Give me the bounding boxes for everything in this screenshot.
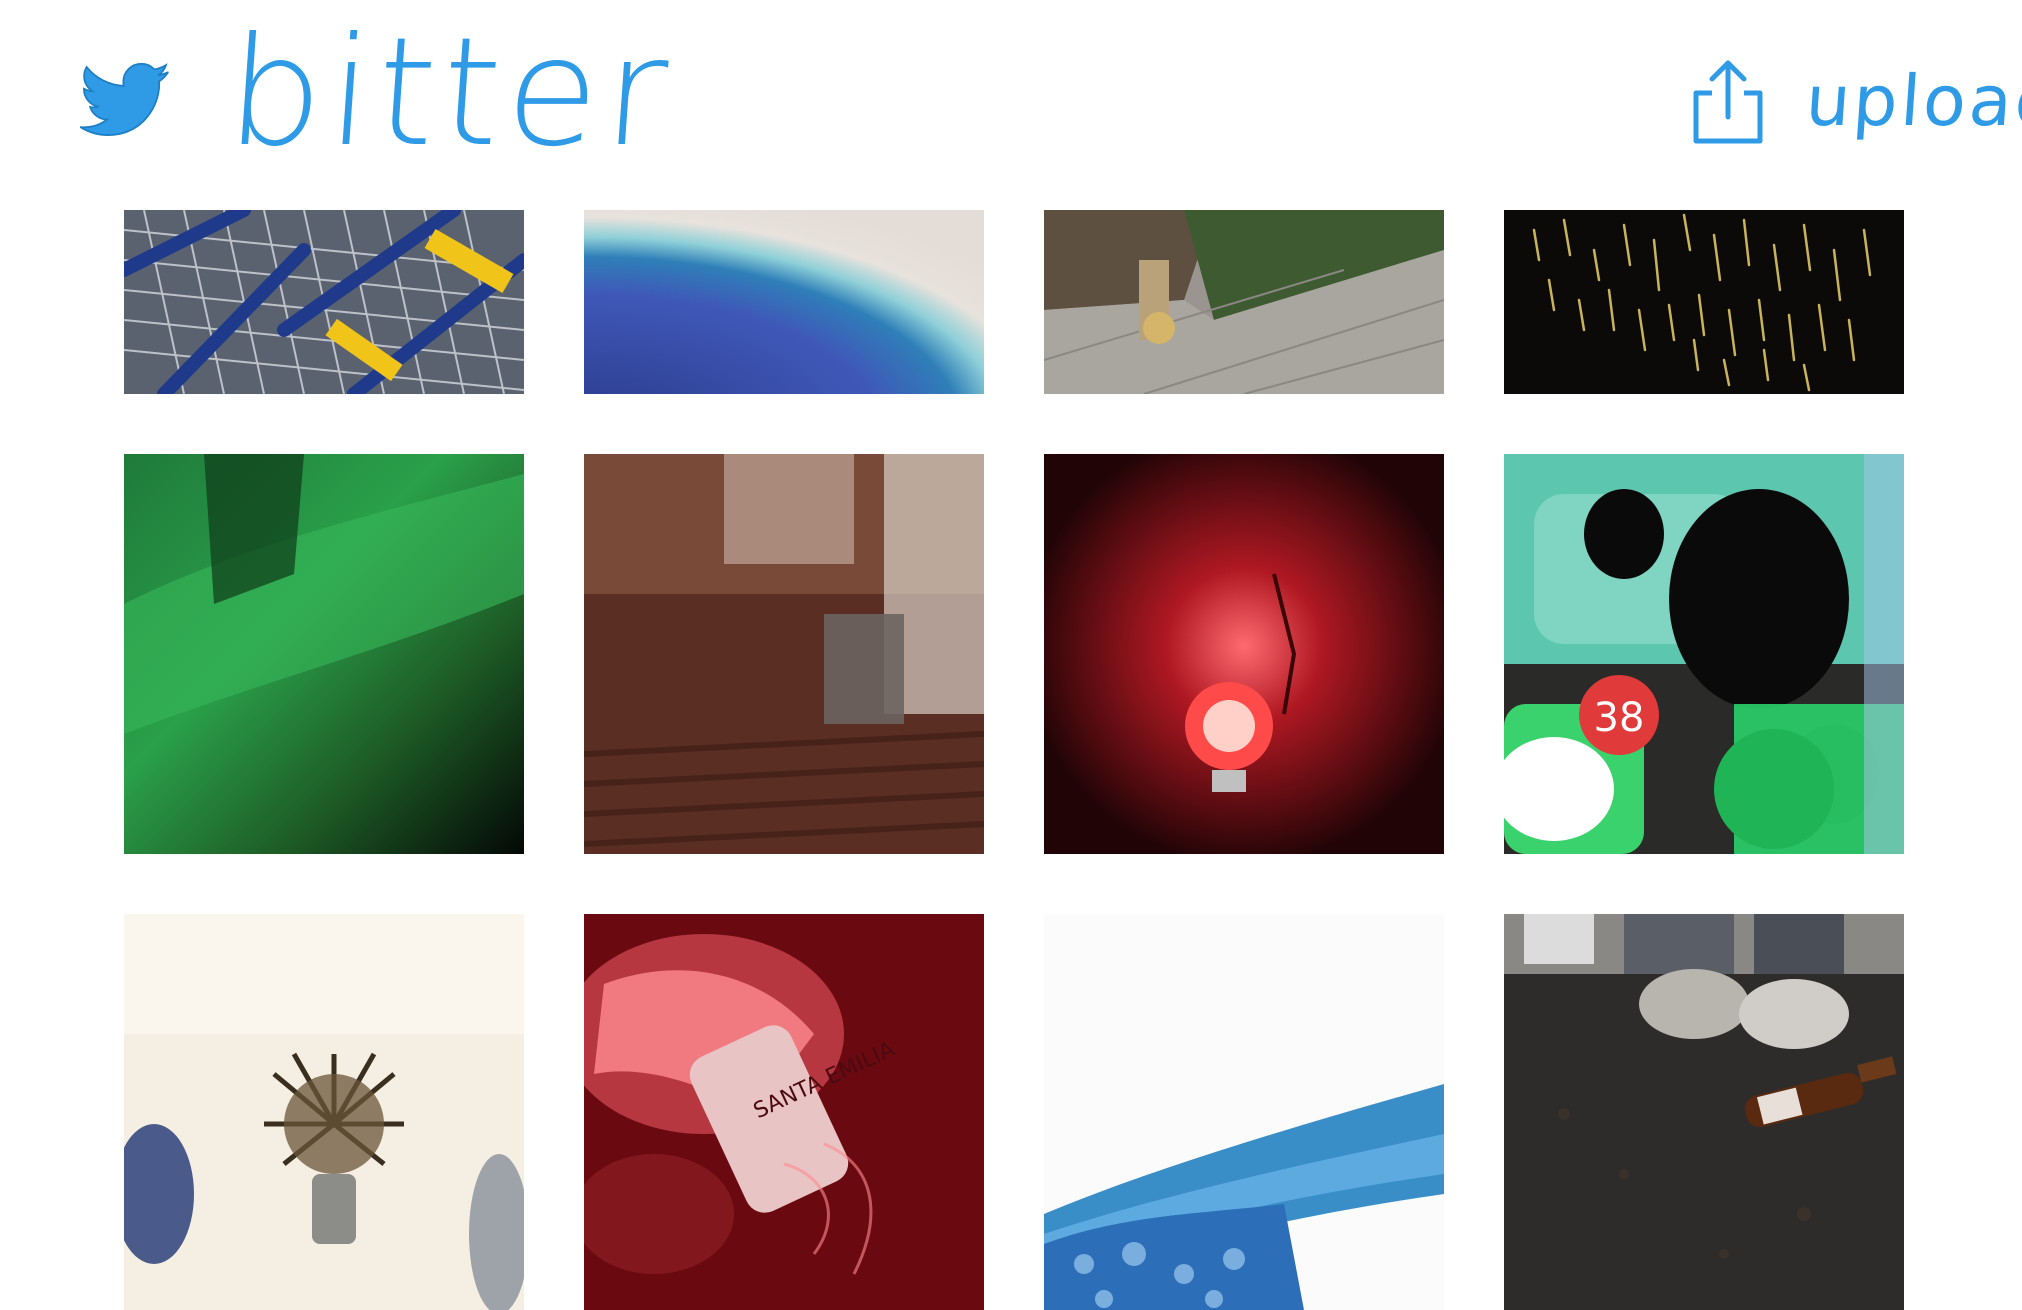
photo-tile[interactable]: [1044, 914, 1444, 1310]
photo-tile[interactable]: [584, 454, 984, 854]
upload-icon: [1693, 60, 1763, 144]
photo-tile[interactable]: [584, 210, 984, 394]
photo-tile[interactable]: [124, 210, 524, 394]
photo-tile[interactable]: SANTA EMILIA: [584, 914, 984, 1310]
photo-tile[interactable]: [124, 454, 524, 854]
upload-button[interactable]: upload: [1682, 55, 2022, 155]
photo-tile[interactable]: [1044, 210, 1444, 394]
notification-badge: 38: [1594, 695, 1645, 741]
app-header: bitter upload: [0, 0, 2022, 200]
photo-tile[interactable]: [1044, 454, 1444, 854]
photo-tile[interactable]: [1504, 210, 1904, 394]
photo-tile[interactable]: [1504, 914, 1904, 1310]
bird-icon[interactable]: [80, 52, 172, 144]
photo-tile[interactable]: 38: [1504, 454, 1904, 854]
photo-tile[interactable]: [124, 914, 524, 1310]
